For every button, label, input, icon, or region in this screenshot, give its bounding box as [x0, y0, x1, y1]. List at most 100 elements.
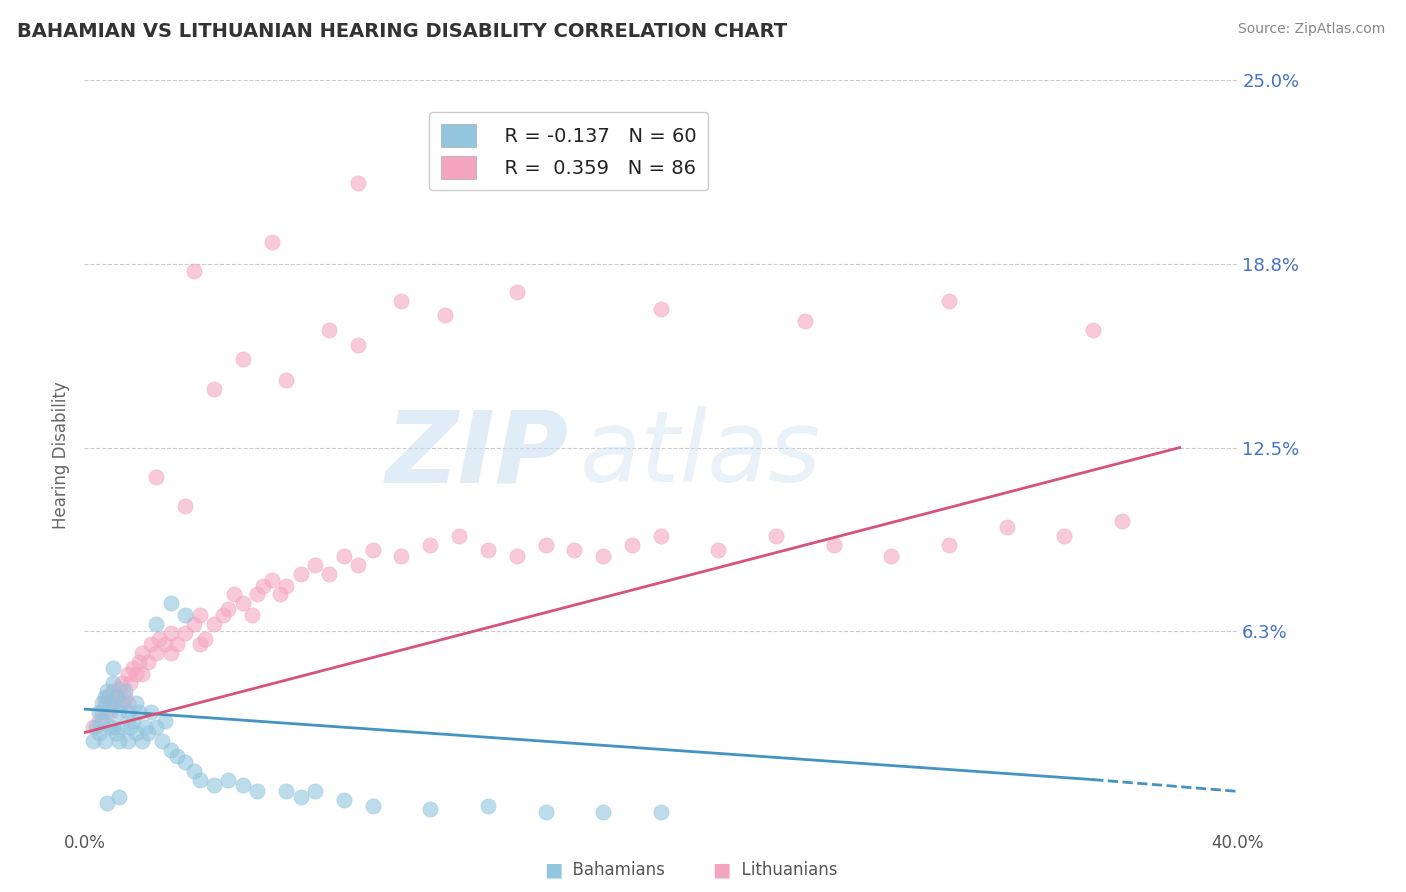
- Point: [449, 529, 471, 543]
- Point: [108, 734, 131, 748]
- Point: [592, 805, 614, 819]
- Point: [96, 690, 118, 705]
- Text: Bahamians: Bahamians: [562, 861, 665, 879]
- Point: [108, 790, 131, 805]
- Point: [82, 720, 104, 734]
- Point: [90, 714, 112, 728]
- Point: [96, 705, 118, 719]
- Point: [304, 784, 326, 798]
- Point: [347, 558, 370, 573]
- Point: [477, 543, 499, 558]
- Point: [103, 684, 124, 698]
- Point: [318, 566, 340, 581]
- Point: [995, 520, 1018, 534]
- Point: [93, 696, 115, 710]
- Point: [534, 537, 557, 551]
- Point: [103, 696, 124, 710]
- Point: [160, 596, 183, 610]
- Point: [111, 675, 134, 690]
- Point: [117, 696, 139, 710]
- Point: [194, 632, 217, 646]
- Point: [93, 734, 115, 748]
- Point: [188, 637, 211, 651]
- Point: [202, 616, 225, 631]
- Point: [145, 470, 167, 484]
- Point: [218, 602, 240, 616]
- Point: [650, 302, 672, 317]
- Point: [136, 655, 159, 669]
- Point: [232, 596, 254, 610]
- Point: [150, 734, 173, 748]
- Point: [87, 705, 110, 719]
- Point: [145, 646, 167, 660]
- Point: [232, 779, 254, 793]
- Point: [145, 720, 167, 734]
- Point: [166, 749, 188, 764]
- Point: [117, 705, 139, 719]
- Point: [125, 725, 148, 739]
- Point: [174, 755, 197, 769]
- Point: [120, 720, 142, 734]
- Point: [260, 573, 283, 587]
- Point: [117, 666, 139, 681]
- Point: [93, 690, 115, 705]
- Y-axis label: Hearing Disability: Hearing Disability: [52, 381, 70, 529]
- Point: [880, 549, 903, 564]
- Point: [160, 625, 183, 640]
- Point: [938, 293, 960, 308]
- Point: [240, 608, 263, 623]
- Point: [117, 734, 139, 748]
- Point: [765, 529, 787, 543]
- Point: [276, 579, 298, 593]
- Point: [276, 784, 298, 798]
- Point: [419, 802, 441, 816]
- Point: [131, 734, 153, 748]
- Point: [87, 714, 110, 728]
- Point: [108, 696, 131, 710]
- Point: [122, 661, 145, 675]
- Point: [183, 764, 205, 778]
- Point: [105, 690, 128, 705]
- Point: [160, 743, 183, 757]
- Point: [823, 537, 845, 551]
- Point: [139, 705, 162, 719]
- Point: [1083, 323, 1105, 337]
- Point: [108, 705, 131, 719]
- Point: [188, 608, 211, 623]
- Point: [246, 784, 269, 798]
- Point: [650, 529, 672, 543]
- Point: [260, 235, 283, 249]
- Point: [131, 666, 153, 681]
- Text: atlas: atlas: [581, 407, 821, 503]
- Point: [98, 696, 121, 710]
- Point: [166, 637, 188, 651]
- Point: [96, 684, 118, 698]
- Point: [120, 675, 142, 690]
- Point: [153, 714, 176, 728]
- Point: [98, 705, 121, 719]
- Point: [304, 558, 326, 573]
- Point: [477, 799, 499, 814]
- Point: [131, 646, 153, 660]
- Point: [105, 725, 128, 739]
- Point: [347, 337, 370, 351]
- Point: [82, 734, 104, 748]
- Legend:   R = -0.137   N = 60,   R =  0.359   N = 86: R = -0.137 N = 60, R = 0.359 N = 86: [429, 112, 707, 191]
- Point: [103, 661, 124, 675]
- Point: [433, 309, 456, 323]
- Point: [160, 646, 183, 660]
- Point: [125, 696, 148, 710]
- Point: [202, 779, 225, 793]
- Point: [224, 587, 246, 601]
- Point: [419, 537, 441, 551]
- Point: [87, 725, 110, 739]
- Point: [707, 543, 730, 558]
- Point: [114, 690, 136, 705]
- Point: [202, 382, 225, 396]
- Point: [361, 799, 384, 814]
- Point: [391, 293, 413, 308]
- Point: [111, 696, 134, 710]
- Point: [90, 696, 112, 710]
- Point: [276, 373, 298, 387]
- Point: [128, 655, 150, 669]
